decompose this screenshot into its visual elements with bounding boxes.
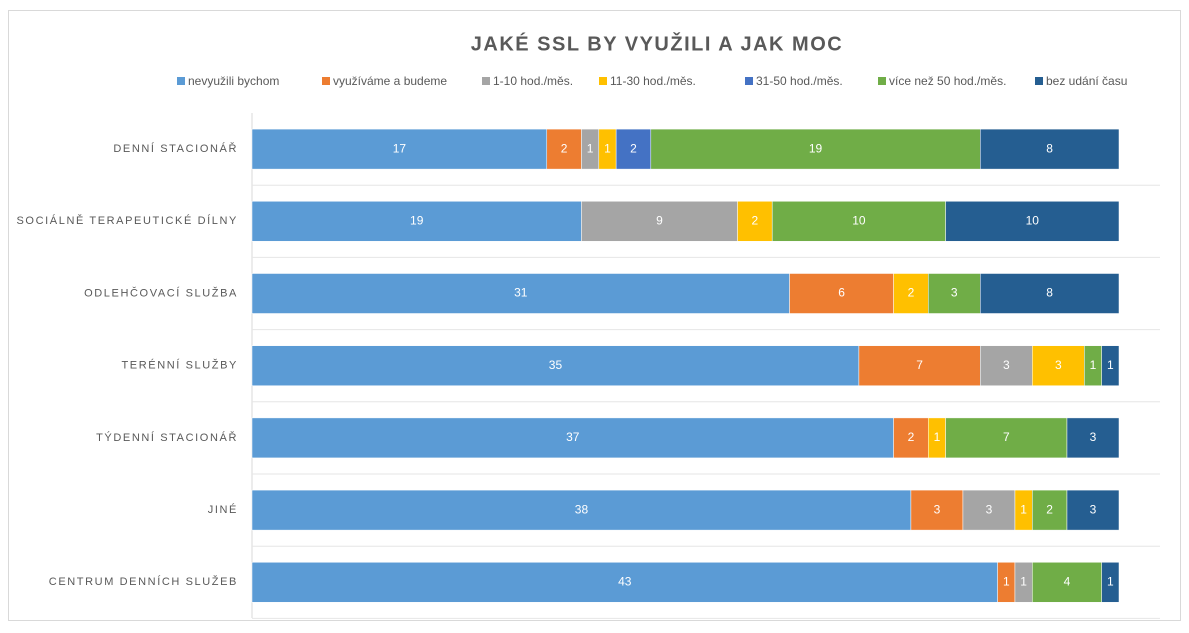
data-label: 3 <box>951 286 958 300</box>
bar-segment <box>251 273 790 314</box>
legend-label: nevyužili bychom <box>188 74 279 88</box>
data-label: 35 <box>549 358 563 372</box>
data-label: 7 <box>1003 430 1010 444</box>
bar-segment <box>1101 345 1120 386</box>
data-label: 6 <box>838 286 845 300</box>
data-label: 1 <box>1003 574 1010 588</box>
data-label: 3 <box>1090 430 1097 444</box>
bar-segment <box>945 201 1120 242</box>
data-label: 19 <box>809 141 823 155</box>
data-label: 1 <box>587 141 594 155</box>
bar-segment <box>789 273 894 314</box>
legend-label: více než 50 hod./měs. <box>889 74 1006 88</box>
bar-segment <box>1066 489 1120 531</box>
data-label: 1 <box>1020 574 1027 588</box>
y-tick-label: TERÉNNÍ SLUŽBY <box>121 359 238 372</box>
bar-segment <box>858 345 981 386</box>
bar-segment <box>945 417 1068 459</box>
data-label: 31 <box>514 286 528 300</box>
data-label: 1 <box>1107 358 1114 372</box>
data-label: 1 <box>1090 358 1097 372</box>
data-label: 2 <box>908 430 915 444</box>
bar-segment <box>251 417 894 459</box>
data-label: 17 <box>393 141 407 155</box>
data-label: 1 <box>1107 574 1114 588</box>
data-label: 8 <box>1046 141 1053 155</box>
y-tick-label: ODLEHČOVACÍ SLUŽBA <box>84 286 238 299</box>
bar-segment <box>1032 489 1068 531</box>
data-label: 3 <box>1090 502 1097 516</box>
data-label: 2 <box>1046 502 1053 516</box>
bar-segment <box>980 273 1120 314</box>
data-label: 3 <box>986 502 993 516</box>
data-label: 10 <box>1026 213 1040 227</box>
legend-label: využíváme a budeme <box>333 74 447 88</box>
y-tick-label: JINÉ <box>208 503 238 516</box>
chart-title: JAKÉ SSL BY VYUŽILI A JAK MOC <box>471 31 843 55</box>
bar-segment <box>962 489 1016 531</box>
bar-segment <box>546 128 582 170</box>
legend-swatch <box>745 77 753 85</box>
legend-swatch <box>878 77 886 85</box>
bar-segment <box>251 562 998 603</box>
data-label: 2 <box>561 141 568 155</box>
data-label: 2 <box>908 286 915 300</box>
data-label: 38 <box>575 502 589 516</box>
legend-label: 1-10 hod./měs. <box>493 74 573 88</box>
bar-segment <box>893 273 929 314</box>
legend-label: 11-30 hod./měs. <box>610 74 696 88</box>
data-label: 9 <box>656 213 663 227</box>
bar-segment <box>980 345 1033 386</box>
legend-label: 31-50 hod./měs. <box>756 74 843 88</box>
bar-segment <box>980 128 1120 170</box>
data-label: 43 <box>618 574 632 588</box>
data-label: 4 <box>1064 574 1071 588</box>
data-label: 19 <box>410 213 424 227</box>
bar-segment <box>1032 345 1085 386</box>
legend-swatch <box>482 77 490 85</box>
legend-swatch <box>1035 77 1043 85</box>
y-tick-label: TÝDENNÍ STACIONÁŘ <box>96 431 238 444</box>
bar-segment <box>251 128 548 170</box>
bar-segment <box>893 417 929 459</box>
data-label: 1 <box>604 141 611 155</box>
data-label: 8 <box>1046 286 1053 300</box>
data-label: 3 <box>934 502 941 516</box>
data-label: 7 <box>916 358 923 372</box>
legend-swatch <box>599 77 607 85</box>
data-label: 2 <box>630 141 637 155</box>
legend-label: bez udání času <box>1046 74 1127 88</box>
data-label: 3 <box>1003 358 1010 372</box>
bar-segment <box>1101 562 1120 603</box>
bar-segment <box>737 201 773 242</box>
legend-swatch <box>322 77 330 85</box>
bar-segment <box>771 201 946 242</box>
data-label: 37 <box>566 430 580 444</box>
data-label: 10 <box>852 213 866 227</box>
bar-segment <box>251 489 912 531</box>
data-label: 2 <box>752 213 759 227</box>
bar-segment <box>251 201 582 242</box>
y-tick-label: SOCIÁLNĚ TERAPEUTICKÉ DÍLNY <box>17 214 239 227</box>
data-label: 3 <box>1055 358 1062 372</box>
bar-segment <box>251 345 860 386</box>
bar-segment <box>581 201 738 242</box>
bar-segment <box>1032 562 1102 603</box>
data-label: 1 <box>1020 502 1027 516</box>
y-tick-label: DENNÍ STACIONÁŘ <box>113 142 238 155</box>
bar-segment <box>1066 417 1120 459</box>
data-label: 1 <box>934 430 941 444</box>
bar-segment <box>928 273 981 314</box>
y-tick-label: CENTRUM DENNÍCH SLUŽEB <box>49 575 238 588</box>
legend-swatch <box>177 77 185 85</box>
